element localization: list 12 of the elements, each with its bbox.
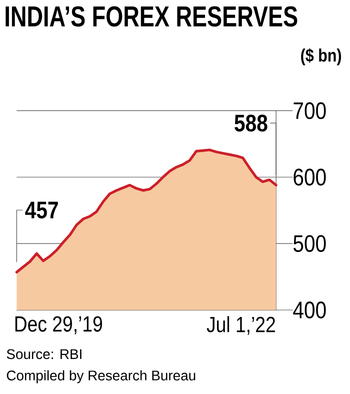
annotation: 457 bbox=[25, 202, 58, 218]
text: Compiled by Research Bureau bbox=[6, 370, 196, 384]
y-tick-label: 500 bbox=[294, 235, 326, 252]
y-tick-label: 600 bbox=[294, 168, 326, 186]
y-tick-label: 400 bbox=[293, 302, 326, 318]
chart-title: INDIA’S FOREX RESERVES bbox=[6, 6, 298, 27]
text: ($ bn) bbox=[301, 48, 342, 66]
text: Dec 29,’19 bbox=[15, 316, 102, 334]
text: Jul 1,’22 bbox=[206, 316, 275, 335]
y-tick-label: 700 bbox=[294, 102, 326, 120]
annotation: 588 bbox=[234, 114, 268, 132]
source-note: Source: RBI bbox=[6, 349, 82, 360]
